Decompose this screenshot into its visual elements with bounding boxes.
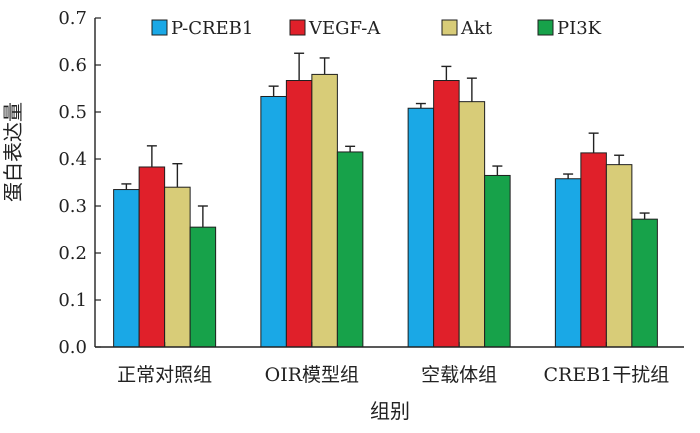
bar-akt-2 bbox=[458, 101, 486, 348]
legend-swatch bbox=[441, 19, 458, 36]
y-tick-label: 0.1 bbox=[58, 290, 87, 311]
legend-label: P-CREB1 bbox=[171, 18, 253, 39]
x-tick-label: CREB1干扰组 bbox=[543, 364, 669, 386]
legend: P-CREB1 VEGF-A Akt PI3K bbox=[151, 18, 602, 39]
y-tick-label: 0.5 bbox=[58, 102, 87, 123]
x-tick-label: 空载体组 bbox=[421, 364, 497, 386]
y-tick-label: 0.3 bbox=[58, 196, 87, 217]
y-tick-label: 0.0 bbox=[58, 337, 87, 358]
legend-swatch bbox=[289, 19, 306, 36]
y-axis-label: 蛋白表达量 bbox=[1, 102, 25, 202]
y-tick-label: 0.2 bbox=[58, 243, 87, 264]
bar-akt-0 bbox=[164, 186, 191, 348]
legend-swatch bbox=[537, 19, 554, 36]
x-axis-label: 组别 bbox=[370, 399, 410, 423]
x-tick-label: OIR模型组 bbox=[265, 364, 359, 386]
bar-pi3k-0 bbox=[189, 226, 217, 348]
bar-vegf-a-0 bbox=[138, 166, 166, 348]
bar-pi3k-1 bbox=[336, 151, 364, 348]
axes-group: 0.0 0.1 0.2 0.3 0.4 0.5 0.6 0.7 正常对照组 OIR模型组 空载体组 C… bbox=[58, 8, 684, 386]
bar-vegf-a-2 bbox=[433, 80, 460, 348]
legend-label: VEGF-A bbox=[308, 18, 381, 39]
bar-p-creb1-2 bbox=[407, 107, 435, 348]
legend-label: Akt bbox=[460, 18, 493, 39]
bar-vegf-a-1 bbox=[285, 80, 313, 348]
bar-p-creb1-0 bbox=[113, 189, 140, 348]
bar-akt-3 bbox=[605, 164, 633, 348]
bar-pi3k-3 bbox=[631, 218, 658, 348]
legend-label: PI3K bbox=[557, 18, 602, 39]
y-tick-label: 0.4 bbox=[58, 149, 87, 170]
bar-akt-1 bbox=[311, 73, 338, 348]
y-tick-label: 0.7 bbox=[58, 8, 87, 29]
bar-vegf-a-3 bbox=[580, 152, 607, 348]
legend-swatch bbox=[151, 19, 168, 36]
bar-p-creb1-1 bbox=[260, 95, 287, 348]
x-tick-label: 正常对照组 bbox=[117, 364, 212, 386]
bar-pi3k-2 bbox=[484, 174, 511, 348]
bars-group bbox=[113, 52, 658, 348]
bar-p-creb1-3 bbox=[554, 178, 582, 348]
y-tick-label: 0.6 bbox=[58, 55, 87, 76]
